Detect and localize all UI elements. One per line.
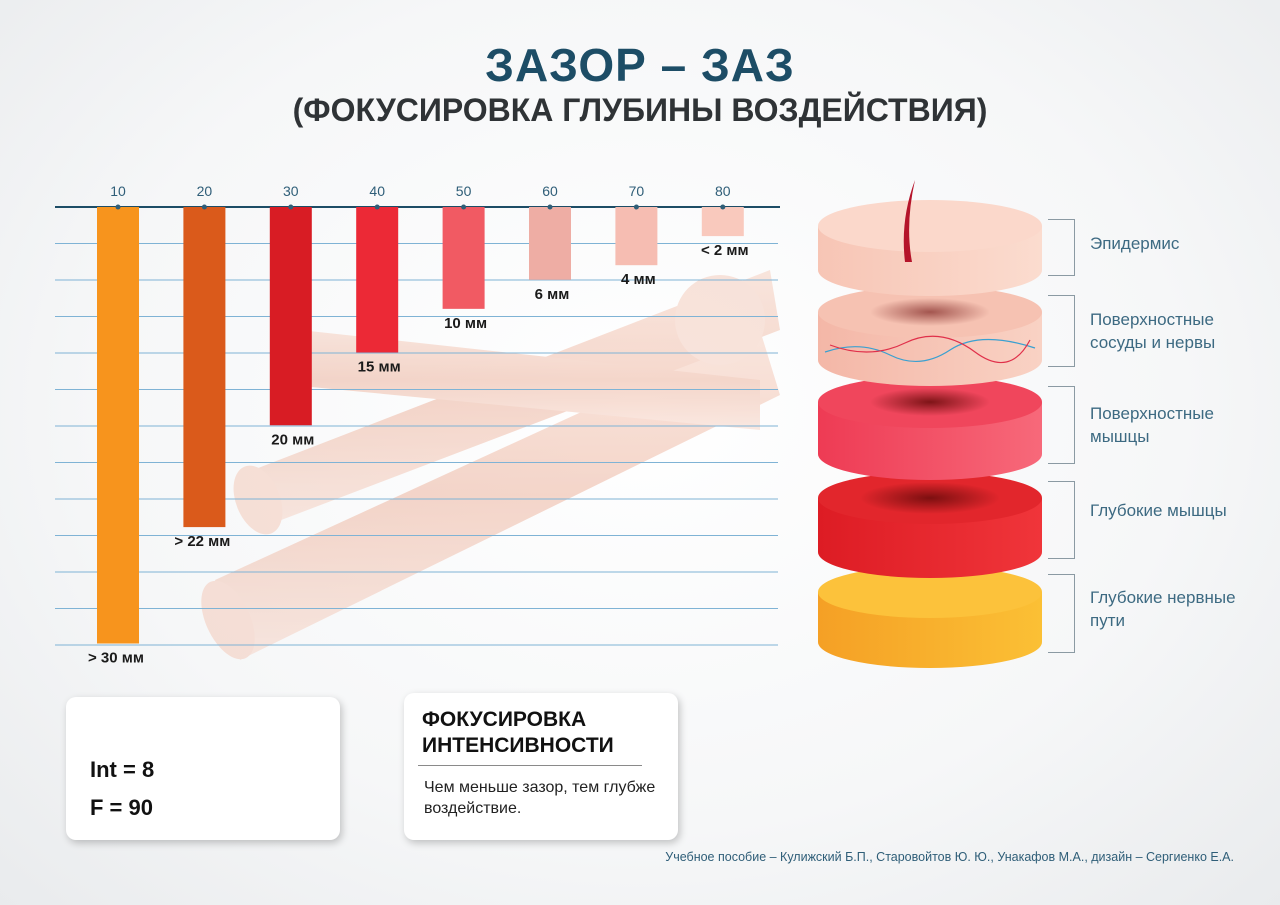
label-deep-nerves: Глубокие нервные пути bbox=[1090, 588, 1236, 630]
bracket-epidermis bbox=[1048, 219, 1075, 276]
bar-70 bbox=[615, 207, 658, 266]
tissue-layers-illustration bbox=[818, 180, 1042, 668]
label-surface-muscles: Поверхностные мышцы bbox=[1090, 404, 1214, 446]
axis-dot bbox=[115, 204, 121, 210]
bar-data-label: 20 мм bbox=[271, 431, 314, 448]
axis-dot bbox=[547, 204, 553, 210]
x-tick-label: 30 bbox=[283, 183, 299, 199]
bar-10 bbox=[97, 207, 139, 644]
credit-line: Учебное пособие – Кулижский Б.П., Старов… bbox=[665, 850, 1234, 864]
x-tick-label: 40 bbox=[369, 183, 385, 199]
axis-dot bbox=[374, 204, 380, 210]
bar-data-label: 4 мм bbox=[621, 271, 656, 288]
focus-heading: ФОКУСИРОВКА ИНТЕНСИВНОСТИ bbox=[422, 708, 614, 757]
x-tick-label: 60 bbox=[542, 183, 558, 199]
focus-text: Чем меньше зазор, тем глубже воздействие… bbox=[424, 779, 656, 817]
param-int: Int = 8 bbox=[90, 757, 155, 782]
x-tick-label: 20 bbox=[197, 183, 213, 199]
layer-deep-nerves bbox=[818, 566, 1042, 668]
bar-data-label: 10 мм bbox=[444, 315, 487, 332]
param-f: F = 90 bbox=[90, 795, 153, 820]
bar-30 bbox=[269, 207, 312, 426]
focus-info-box: ФОКУСИРОВКА ИНТЕНСИВНОСТИ Чем меньше заз… bbox=[404, 693, 678, 840]
axis-dot bbox=[201, 204, 207, 210]
depth-bar-chart: 10 > 30 мм 20 > 22 мм 30 20 мм 40 15 мм 50 10 мм 6… bbox=[55, 183, 780, 667]
axis-dot bbox=[461, 204, 467, 210]
layer-surface-muscles bbox=[818, 376, 1042, 480]
bar-40 bbox=[356, 207, 399, 353]
axis-dot bbox=[288, 204, 294, 210]
label-vessels-nerves: Поверхностные сосуды и нервы bbox=[1090, 310, 1216, 352]
page-title: ЗАЗОР – ЗАЗ bbox=[485, 39, 795, 91]
x-tick-label: 70 bbox=[629, 183, 645, 199]
parameters-box: Int = 8 F = 90 bbox=[66, 697, 340, 840]
muscle-fiber-background bbox=[201, 270, 780, 660]
bar-data-label: < 2 мм bbox=[701, 242, 749, 259]
page-subtitle: (ФОКУСИРОВКА ГЛУБИНЫ ВОЗДЕЙСТВИЯ) bbox=[292, 92, 988, 128]
label-deep-muscles: Глубокие мышцы bbox=[1090, 501, 1227, 520]
bar-60 bbox=[529, 207, 571, 280]
x-tick-label: 80 bbox=[715, 183, 731, 199]
bracket-surface-muscles bbox=[1048, 386, 1075, 464]
bar-data-label: > 22 мм bbox=[174, 533, 230, 550]
bar-20 bbox=[183, 207, 226, 528]
layer-vessels-nerves bbox=[818, 286, 1042, 386]
bar-data-label: 6 мм bbox=[535, 286, 570, 303]
axis-dot bbox=[720, 204, 726, 210]
x-tick-label: 10 bbox=[110, 183, 126, 199]
axis-dot bbox=[633, 204, 639, 210]
bar-data-label: > 30 мм bbox=[88, 650, 144, 667]
bracket-deep-nerves bbox=[1048, 574, 1075, 653]
bar-data-label: 15 мм bbox=[358, 359, 401, 376]
layer-epidermis bbox=[818, 180, 1042, 296]
focus-divider bbox=[418, 765, 642, 766]
bracket-vessels-nerves bbox=[1048, 295, 1075, 367]
x-tick-label: 50 bbox=[456, 183, 472, 199]
bar-80 bbox=[701, 207, 744, 237]
bar-50 bbox=[442, 207, 485, 309]
layer-deep-muscles bbox=[818, 472, 1042, 578]
label-epidermis: Эпидермис bbox=[1090, 234, 1180, 253]
bracket-deep-muscles bbox=[1048, 481, 1075, 559]
